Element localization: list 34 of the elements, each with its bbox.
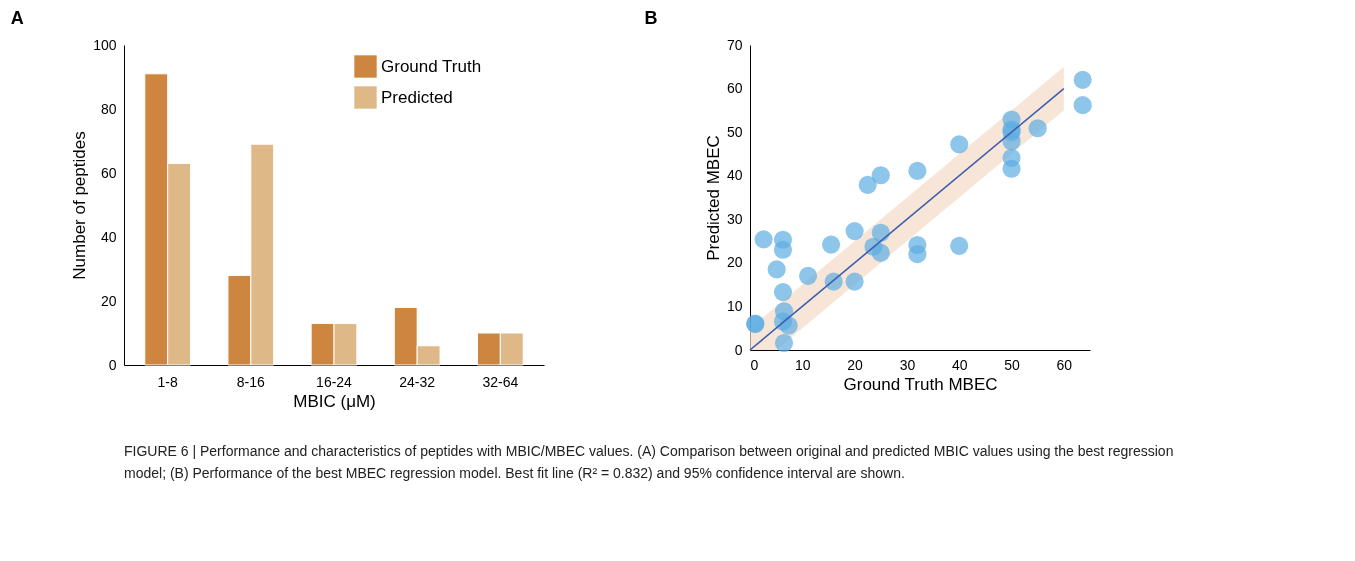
x-tick-label: 20: [847, 356, 864, 373]
y-tick-label: 60: [726, 80, 743, 97]
x-tick-label: 60: [1056, 356, 1073, 373]
y-tick-label: 60: [100, 164, 117, 181]
x-tick-label: 50: [1004, 356, 1021, 373]
x-tick-label: 10: [795, 356, 811, 373]
chart-title: B: [644, 8, 658, 28]
y-tick-label: 50: [726, 123, 743, 140]
y-tick-label: 100: [93, 36, 117, 53]
x-tick-label: 16-24: [316, 373, 353, 390]
y-tick-label: 20: [726, 254, 743, 271]
x-tick-label: 1-8: [157, 373, 178, 390]
x-tick-label: 30: [899, 356, 916, 373]
y-tick-label: 70: [726, 36, 743, 53]
legend-label: Ground Truth: [381, 56, 482, 76]
y-tick-label: 30: [726, 210, 743, 227]
y-tick-label: 10: [726, 297, 743, 314]
y-tick-label: 40: [100, 228, 117, 245]
y-axis-title: Number of peptides: [70, 131, 90, 280]
chart-title: A: [10, 8, 24, 28]
x-tick-label: 0: [750, 356, 759, 373]
y-tick-label: 80: [100, 100, 117, 117]
legend-label: Predicted: [381, 87, 453, 107]
x-tick-label: 40: [951, 356, 968, 373]
y-axis-title: Predicted MBEC: [703, 135, 723, 261]
y-tick-label: 20: [100, 292, 117, 309]
x-tick-label: 32-64: [482, 373, 519, 390]
y-tick-label: 40: [726, 167, 743, 184]
x-tick-label: 24-32: [399, 373, 436, 390]
x-tick-label: 8-16: [236, 373, 266, 390]
x-axis-title: MBIC (μM): [293, 391, 376, 411]
caption: FIGURE 6 | Performance and characteristics of peptides with MBIC/MBEC values. (A) Comparison between original and predicted MBIC values using the best regression model; (B) Performance of the best MBEC regression model. Best fit line (R² = 0.832) and 95% confidence interval are shown.: [124, 443, 1174, 481]
x-axis-title: Ground Truth MBEC: [843, 374, 998, 394]
y-tick-label: 0: [734, 341, 743, 358]
